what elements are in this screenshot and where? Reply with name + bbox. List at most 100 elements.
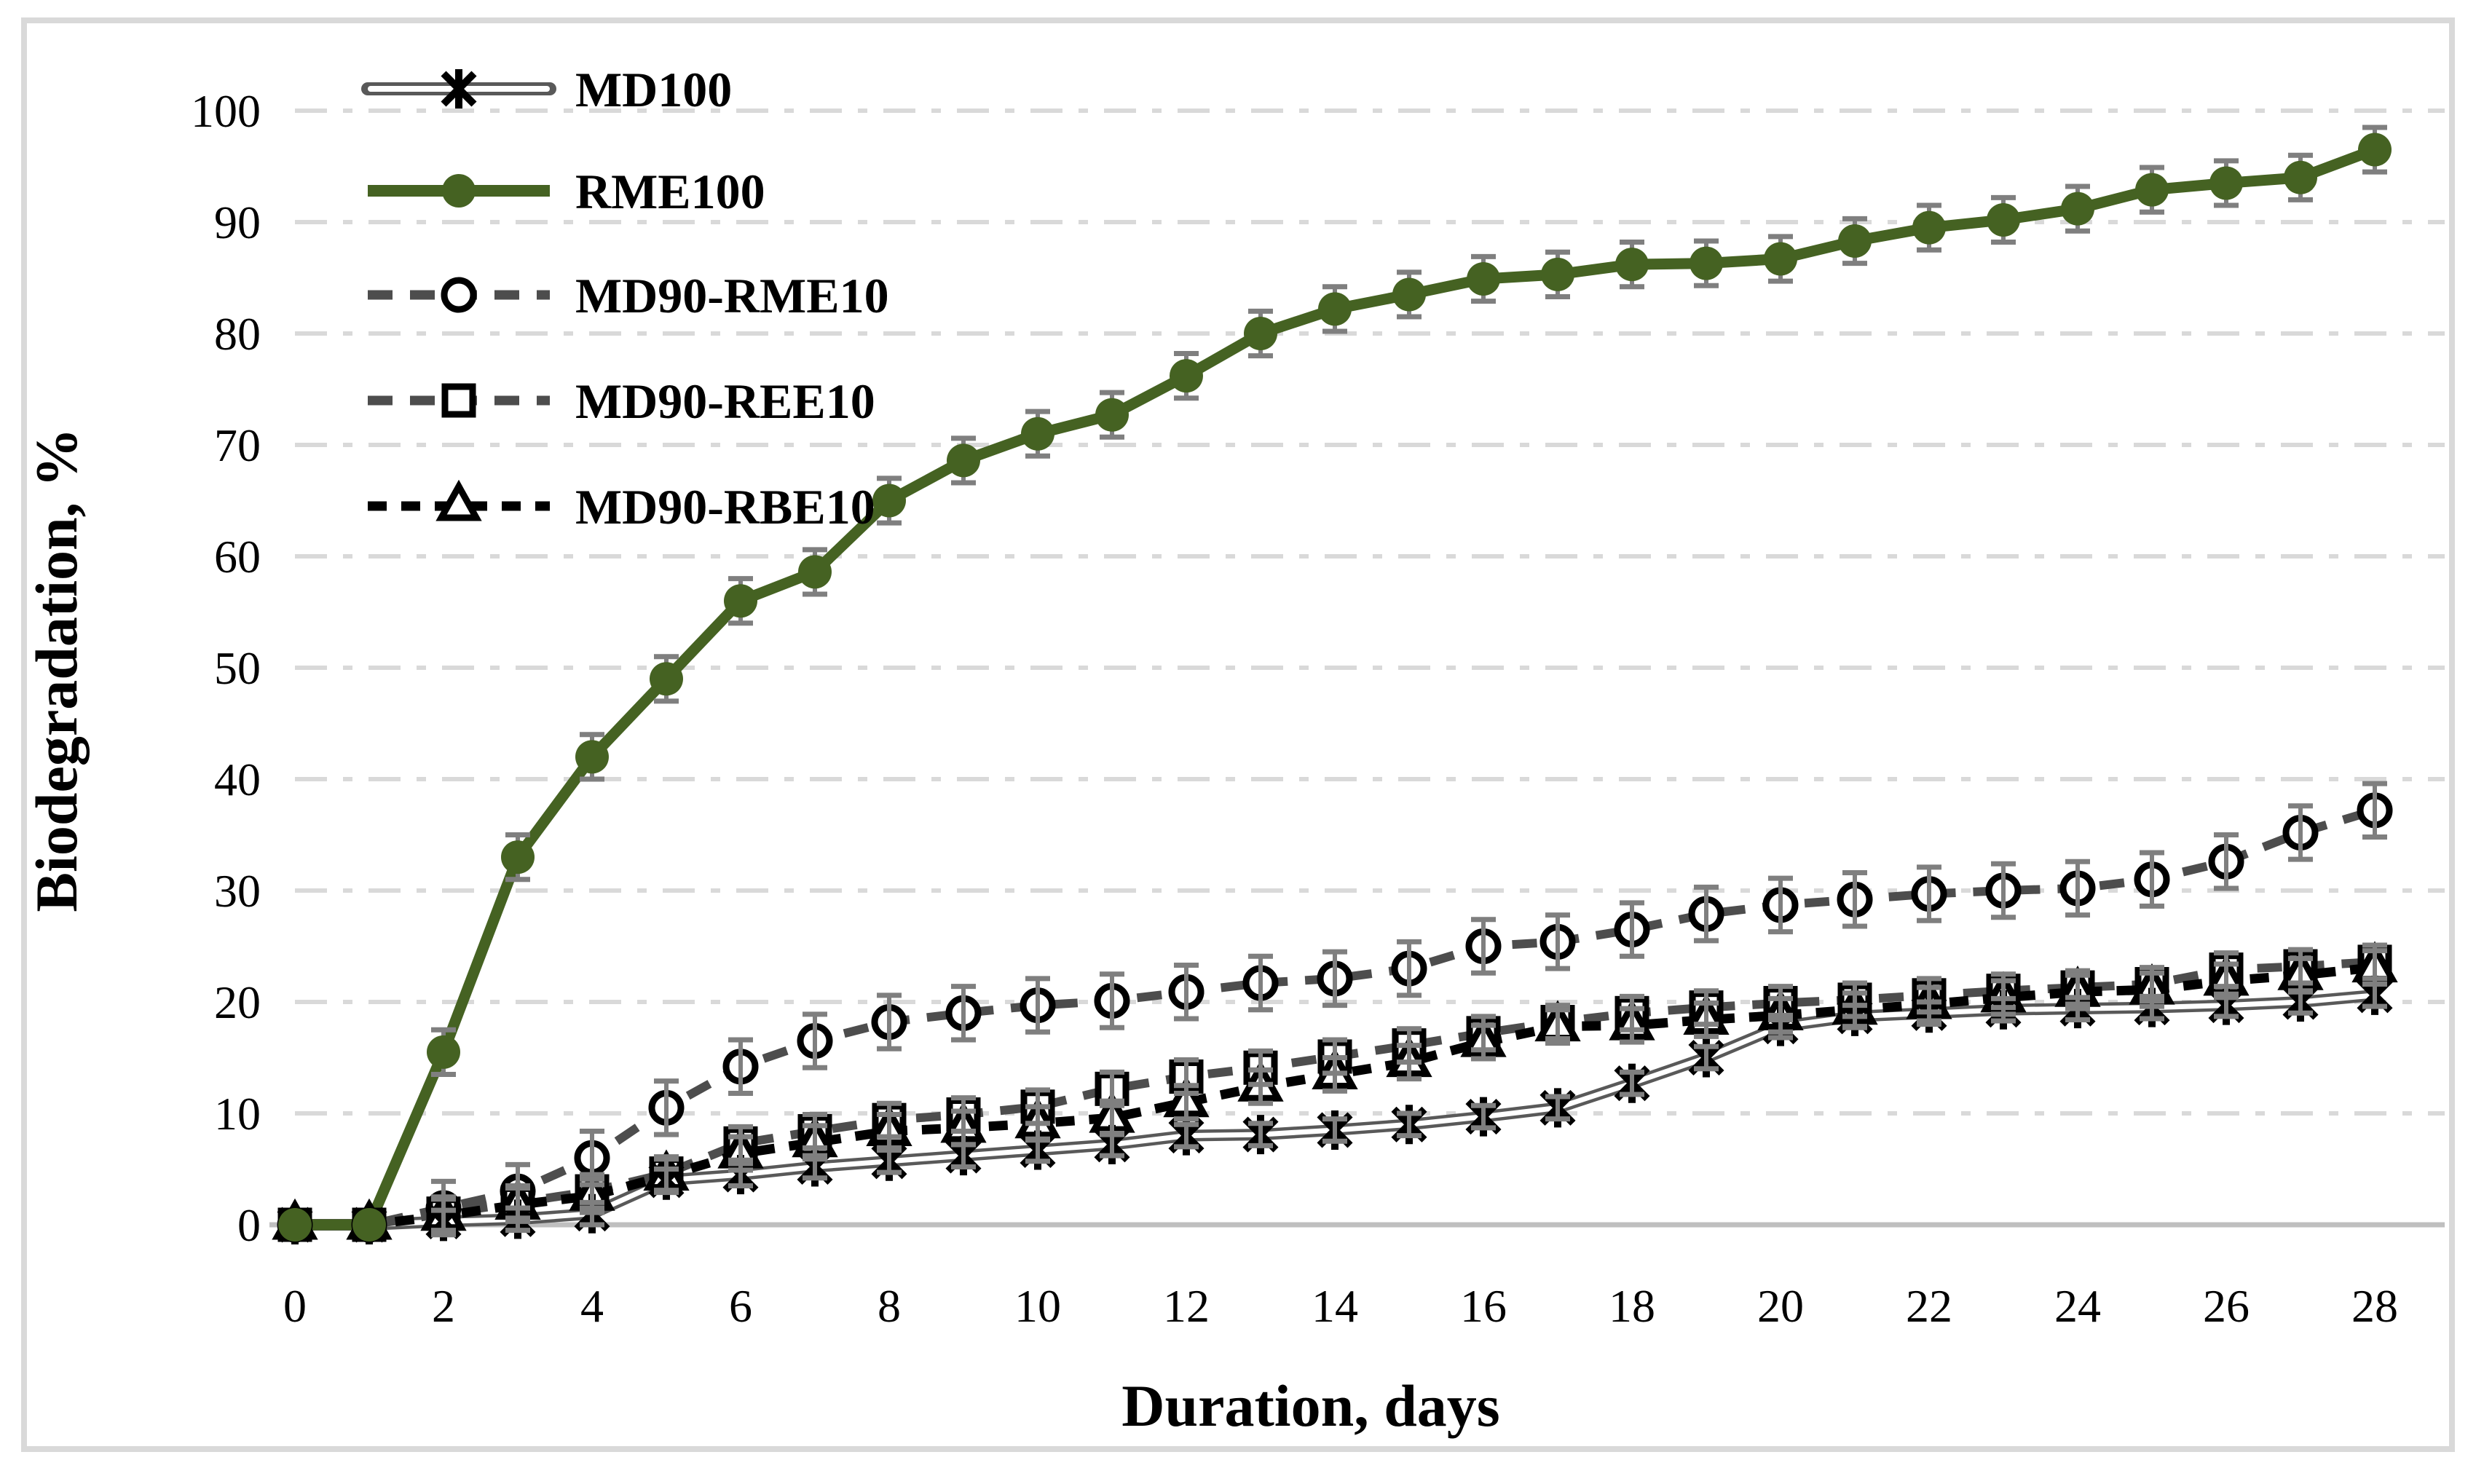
error-bar	[1694, 1000, 1719, 1039]
x-tick-label: 24	[2054, 1280, 2101, 1332]
legend-label: MD90-REE10	[575, 374, 875, 429]
y-axis-title: Biodegradation, %	[23, 427, 90, 912]
x-tick-label: 18	[1609, 1280, 1655, 1332]
marker-filled-circle	[1244, 317, 1277, 350]
error-bar	[1248, 1067, 1273, 1106]
error-bar	[1471, 1022, 1496, 1062]
legend-item-rme100: RME100	[368, 164, 765, 219]
marker-filled-circle	[1318, 292, 1352, 326]
y-tick-label: 60	[214, 531, 261, 583]
error-bar	[1248, 1121, 1273, 1148]
error-bar	[1768, 995, 1793, 1035]
error-bar	[1174, 1121, 1199, 1150]
legend-label: RME100	[575, 164, 765, 219]
error-bar	[1694, 884, 1719, 944]
y-tick-label: 40	[214, 754, 261, 805]
error-bar	[1545, 1094, 1570, 1122]
x-tick-label: 4	[580, 1280, 604, 1332]
y-tick-label: 100	[191, 85, 261, 137]
error-bar	[1100, 971, 1124, 1030]
error-bar	[2214, 832, 2239, 891]
error-bar	[2288, 955, 2313, 995]
marker-filled-circle	[1838, 224, 1872, 258]
error-bar	[1991, 861, 2016, 920]
error-bar	[1768, 875, 1793, 935]
marker-filled-circle	[872, 484, 906, 518]
x-tick-label: 8	[878, 1280, 901, 1332]
error-bar	[1397, 1043, 1422, 1082]
marker-filled-circle	[427, 1035, 460, 1069]
legend-item-md90-ree10: MD90-REE10	[368, 374, 875, 429]
error-bar	[1174, 1083, 1199, 1122]
marker-open-square	[441, 383, 476, 418]
error-bar	[2065, 972, 2090, 1011]
marker-filled-circle	[1912, 210, 1946, 245]
y-tick-label: 70	[214, 419, 261, 471]
error-bar	[2065, 859, 2090, 918]
marker-filled-circle	[442, 174, 476, 208]
marker-filled-circle	[2061, 192, 2094, 226]
error-bar	[1100, 1098, 1124, 1137]
error-bar	[2140, 850, 2164, 909]
marker-filled-circle	[1615, 248, 1649, 282]
marker-open-triangle	[435, 479, 482, 521]
error-bar	[1620, 1069, 1644, 1097]
series-line-md90-rme10	[295, 806, 2376, 1229]
legend-label: MD100	[575, 62, 732, 117]
marker-filled-circle	[1021, 417, 1054, 451]
error-bar	[1397, 1110, 1422, 1139]
error-bar	[1248, 953, 1273, 1013]
error-bar	[877, 1112, 902, 1151]
legend-label: MD90-RME10	[575, 268, 889, 323]
marker-filled-circle	[278, 1208, 312, 1242]
marker-filled-circle	[1095, 398, 1129, 432]
y-tick-label: 80	[214, 308, 261, 360]
error-bar	[951, 984, 976, 1043]
marker-filled-circle	[724, 584, 757, 618]
error-bar	[1620, 1006, 1644, 1045]
error-bar	[1991, 978, 2016, 1017]
error-bar	[1545, 1007, 1570, 1046]
x-tick-label: 26	[2203, 1280, 2250, 1332]
error-bar	[1545, 912, 1570, 971]
marker-filled-circle	[2209, 166, 2243, 200]
error-bar	[728, 1134, 753, 1173]
marker-filled-circle	[1392, 277, 1426, 312]
marker-filled-circle	[575, 740, 609, 774]
marker-filled-circle	[1541, 257, 1574, 291]
x-tick-label: 6	[729, 1280, 752, 1332]
error-bar	[1917, 984, 1941, 1024]
error-bar	[1917, 864, 1941, 923]
error-bar	[1694, 1043, 1719, 1072]
error-bar	[1322, 949, 1347, 1009]
y-tick-label: 20	[214, 976, 261, 1028]
error-bar	[1842, 870, 1867, 929]
marker-filled-circle	[1467, 262, 1500, 296]
error-bar	[728, 1037, 753, 1096]
error-bar	[431, 1196, 456, 1236]
y-tick-label: 0	[237, 1199, 261, 1251]
y-tick-label: 10	[214, 1088, 261, 1140]
error-bar	[2362, 781, 2387, 840]
error-bar	[1397, 939, 1422, 998]
marker-filled-circle	[947, 443, 980, 478]
error-bar	[2362, 948, 2387, 987]
legend-label: MD90-RBE10	[575, 479, 875, 534]
x-tick-label: 10	[1014, 1280, 1061, 1332]
error-bar	[1471, 917, 1496, 976]
legend-item-md90-rme10: MD90-RME10	[368, 268, 889, 323]
error-bar	[654, 1156, 679, 1196]
x-tick-label: 20	[1757, 1280, 1804, 1332]
error-bar	[654, 1078, 679, 1137]
error-bar	[1025, 976, 1050, 1035]
marker-filled-circle	[650, 662, 683, 696]
marker-open-circle	[441, 277, 477, 313]
marker-filled-circle	[501, 840, 535, 875]
x-tick-label: 22	[1906, 1280, 1952, 1332]
error-bar	[2214, 961, 2239, 1000]
marker-filled-circle	[1690, 246, 1723, 280]
legend-item-md90-rbe10: MD90-RBE10	[368, 479, 875, 534]
y-tick-label: 90	[214, 197, 261, 248]
y-tick-label: 30	[214, 865, 261, 917]
